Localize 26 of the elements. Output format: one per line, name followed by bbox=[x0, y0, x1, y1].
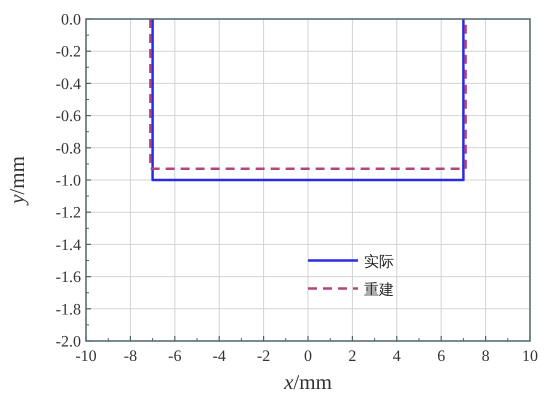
x-tick-label: 6 bbox=[437, 348, 446, 365]
x-tick-label: 4 bbox=[392, 348, 401, 365]
y-tick-label: -0.6 bbox=[56, 108, 81, 126]
y-tick-label: -0.4 bbox=[56, 76, 81, 93]
y-tick-label: -1.0 bbox=[56, 172, 81, 190]
legend-label: 实际 bbox=[364, 252, 394, 270]
x-tick-label: -2 bbox=[256, 348, 270, 365]
x-tick-label: 8 bbox=[482, 348, 490, 365]
y-tick-label: -2.0 bbox=[56, 334, 81, 350]
x-tick-label: -10 bbox=[75, 348, 97, 365]
y-tick-label: -0.2 bbox=[56, 44, 81, 61]
legend-label: 重建 bbox=[364, 280, 394, 298]
y-tick-label: -1.2 bbox=[56, 204, 81, 222]
y-tick-label: 0.0 bbox=[61, 12, 81, 28]
x-tick-label: 10 bbox=[522, 348, 538, 365]
y-tick-label: -0.8 bbox=[56, 140, 81, 158]
y-tick-label: -1.8 bbox=[56, 301, 81, 318]
x-tick-label: -8 bbox=[124, 348, 138, 365]
y-tick-label: -1.6 bbox=[56, 269, 81, 286]
x-tick-label: 2 bbox=[348, 348, 356, 365]
x-tick-label: 0 bbox=[304, 348, 312, 365]
y-tick-label: -1.4 bbox=[56, 236, 81, 254]
x-tick-label: -4 bbox=[212, 348, 226, 365]
x-axis-title: x/mm bbox=[283, 370, 332, 394]
x-tick-label: -6 bbox=[168, 348, 182, 365]
y-axis-title: y/mm bbox=[5, 156, 29, 206]
